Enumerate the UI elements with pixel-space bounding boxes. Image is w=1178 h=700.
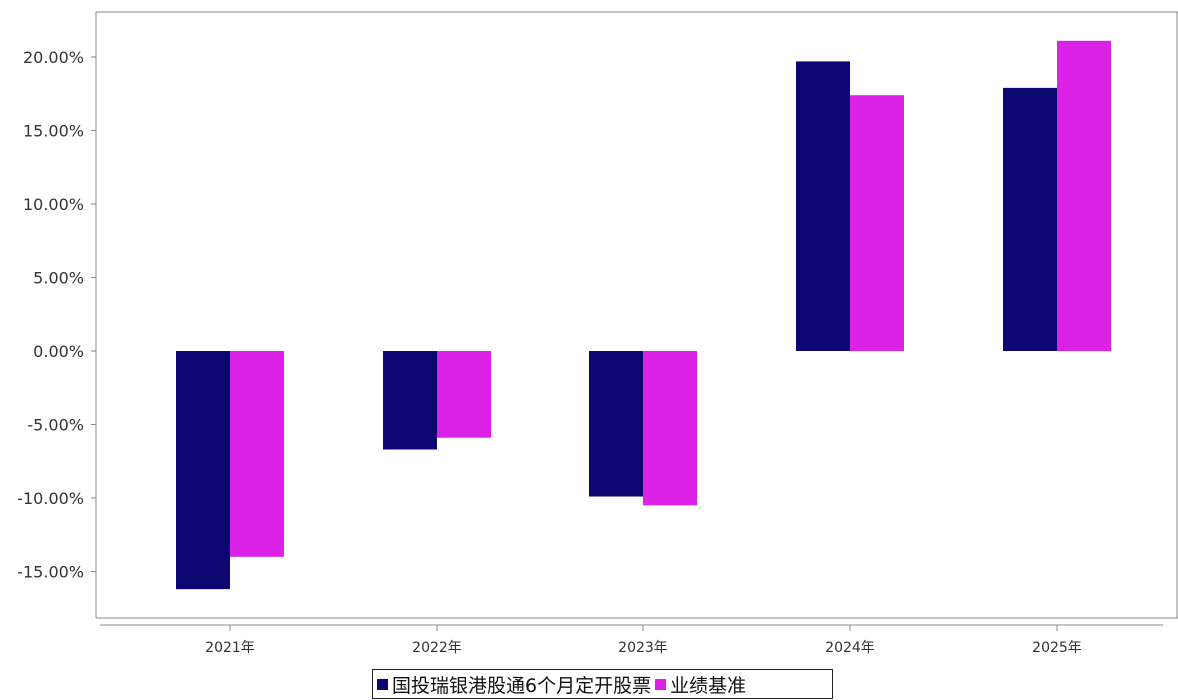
legend-swatch-fund xyxy=(377,678,388,690)
axes xyxy=(91,11,1178,631)
y-tick-label: 15.00% xyxy=(23,122,84,141)
x-tick-labels: 2021年 2022年 2023年 2024年 2025年 xyxy=(205,640,1082,656)
legend: 国投瑞银港股通6个月定开股票 业绩基准 xyxy=(372,669,833,699)
bar-fund-3 xyxy=(796,61,850,351)
legend-label-benchmark: 业绩基准 xyxy=(670,674,747,697)
x-tick-label: 2021年 xyxy=(205,640,255,656)
y-tick-label: -15.00% xyxy=(17,563,84,582)
legend-swatch-benchmark xyxy=(655,678,667,690)
x-tick-label: 2023年 xyxy=(618,640,668,656)
bar-fund-2 xyxy=(589,351,643,497)
x-tick-label: 2024年 xyxy=(825,640,875,656)
bar-benchmark-2 xyxy=(643,351,697,506)
y-tick-labels: 20.00% 15.00% 10.00% 5.00% 0.00% -5.00% -10.00… xyxy=(17,48,84,582)
y-tick-label: 0.00% xyxy=(33,342,84,361)
y-tick-label: -5.00% xyxy=(27,416,84,435)
y-tick-label: -10.00% xyxy=(17,489,84,508)
x-tick-label: 2025年 xyxy=(1032,640,1082,656)
bar-benchmark-0 xyxy=(230,351,284,557)
bar-benchmark-4 xyxy=(1057,40,1111,352)
bar-benchmark-3 xyxy=(850,95,904,351)
bar-fund-4 xyxy=(1003,87,1057,352)
bar-fund-1 xyxy=(383,351,437,450)
y-tick-label: 5.00% xyxy=(33,269,84,288)
y-tick-label: 20.00% xyxy=(23,48,84,67)
legend-item-fund: 国投瑞银港股通6个月定开股票 xyxy=(377,671,655,698)
x-tick-label: 2022年 xyxy=(412,640,462,656)
bars xyxy=(176,40,1111,590)
bar-benchmark-1 xyxy=(437,351,491,438)
y-tick-label: 10.00% xyxy=(23,195,84,214)
legend-label-fund: 国投瑞银港股通6个月定开股票 xyxy=(392,674,652,697)
bar-fund-0 xyxy=(176,351,230,590)
legend-item-benchmark: 业绩基准 xyxy=(655,671,750,698)
